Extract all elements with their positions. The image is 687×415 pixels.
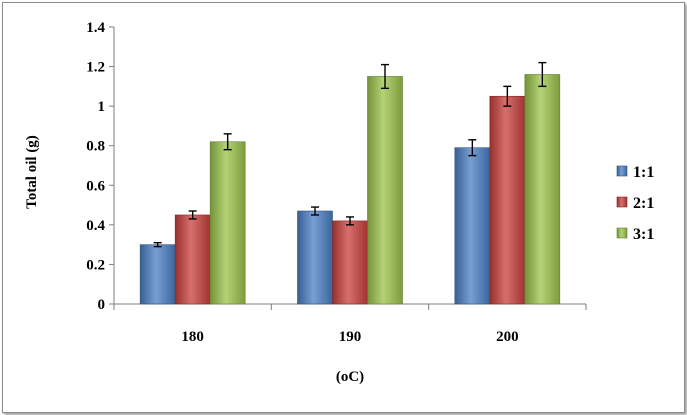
bars: [139, 74, 561, 305]
x-axis-title: (oC): [336, 369, 364, 385]
y-tick-label: 1.2: [86, 60, 105, 76]
legend-swatch: [616, 227, 628, 239]
tick-labels: 0 0.2 0.4 0.6 0.8 1 1.2 1.4 180 190 200: [86, 20, 518, 345]
y-tick-label: 1.4: [86, 20, 105, 36]
y-tick-label: 0.8: [86, 139, 105, 155]
bar-1-1-200: [454, 147, 491, 305]
x-tick-label: 180: [181, 329, 204, 345]
legend-label: 2:1: [633, 195, 654, 212]
y-tick-label: 0: [98, 297, 106, 313]
legend-swatch: [616, 196, 628, 208]
y-axis-title: Total oil (g): [24, 135, 40, 209]
x-tick-label: 200: [496, 329, 519, 345]
bar-3-1-180: [209, 141, 246, 305]
legend-label: 1:1: [633, 164, 654, 181]
bar-2-1-180: [174, 214, 211, 305]
error-bars: [153, 61, 547, 248]
legend-swatch: [616, 165, 628, 177]
y-tick-label: 1: [98, 99, 106, 115]
bar-3-1-190: [367, 76, 403, 305]
legend: 1:1 2:1 3:1: [616, 164, 654, 243]
bar-1-1-190: [297, 210, 333, 305]
bar-1-1-180: [139, 244, 176, 305]
y-tick-label: 0.4: [86, 218, 105, 234]
y-tick-label: 0.2: [86, 257, 105, 273]
bar-2-1-200: [489, 95, 526, 305]
bar-3-1-200: [524, 74, 561, 305]
bar-2-1-190: [332, 220, 368, 305]
y-tick-label: 0.6: [86, 178, 105, 194]
legend-label: 3:1: [633, 226, 654, 243]
x-tick-label: 190: [339, 329, 362, 345]
